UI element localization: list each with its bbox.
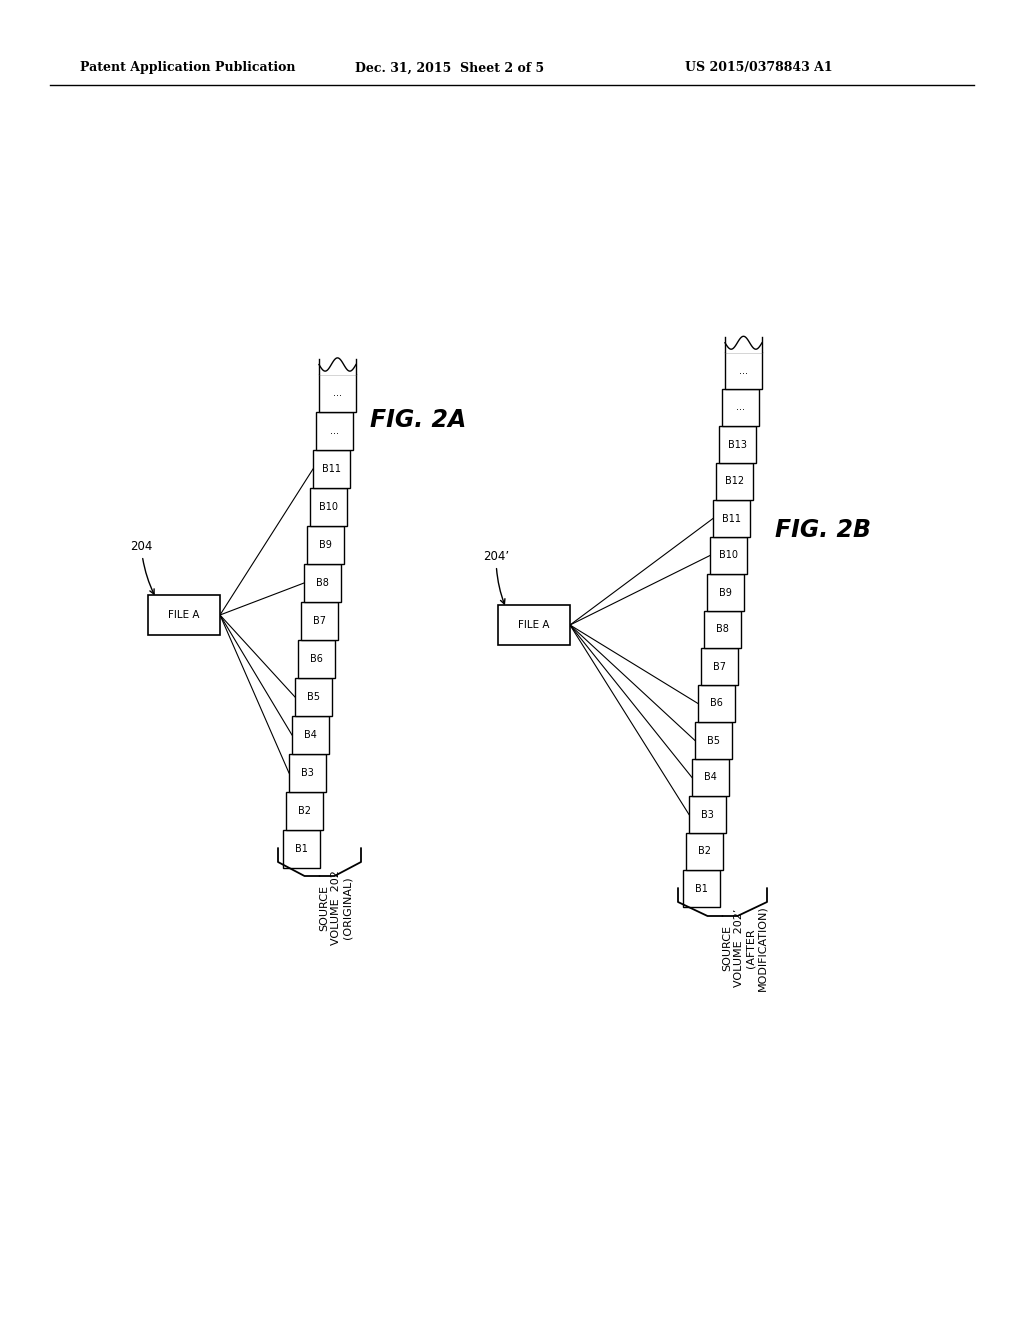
Text: SOURCE
VOLUME  202’
(AFTER
MODIFICATION): SOURCE VOLUME 202’ (AFTER MODIFICATION) [723, 906, 767, 991]
Text: B6: B6 [710, 698, 723, 709]
Bar [283, 830, 319, 869]
Bar [692, 759, 729, 796]
Bar [307, 525, 344, 564]
Text: B2: B2 [698, 846, 711, 857]
Text: B8: B8 [716, 624, 729, 635]
Bar [719, 426, 756, 463]
Bar [683, 870, 720, 907]
Bar [722, 389, 759, 426]
Text: B12: B12 [725, 477, 744, 487]
Text: FIG. 2B: FIG. 2B [775, 517, 871, 543]
Bar [319, 374, 356, 412]
Bar [713, 500, 750, 537]
Bar [304, 564, 341, 602]
Text: B3: B3 [701, 809, 714, 820]
Bar [705, 611, 741, 648]
Text: B8: B8 [316, 578, 329, 587]
Text: ...: ... [739, 366, 748, 375]
Bar [686, 833, 723, 870]
Text: ...: ... [736, 403, 745, 412]
Text: B11: B11 [322, 465, 341, 474]
Text: B1: B1 [295, 843, 308, 854]
Text: Patent Application Publication: Patent Application Publication [80, 62, 296, 74]
Bar [701, 648, 738, 685]
Bar [286, 792, 323, 830]
Bar [295, 678, 332, 715]
Bar [313, 450, 350, 488]
Bar [707, 574, 744, 611]
Bar [710, 537, 746, 574]
Text: B6: B6 [310, 653, 323, 664]
Text: 204: 204 [130, 540, 154, 594]
Text: B13: B13 [728, 440, 746, 450]
Bar [289, 754, 326, 792]
Text: 204’: 204’ [483, 550, 509, 605]
Text: ...: ... [333, 388, 342, 399]
Bar [695, 722, 732, 759]
Text: Dec. 31, 2015  Sheet 2 of 5: Dec. 31, 2015 Sheet 2 of 5 [355, 62, 544, 74]
Bar [716, 463, 753, 500]
Text: B10: B10 [719, 550, 738, 561]
Text: B7: B7 [713, 661, 726, 672]
Text: B4: B4 [705, 772, 717, 783]
Text: B11: B11 [722, 513, 741, 524]
Bar [292, 715, 329, 754]
Text: B1: B1 [695, 883, 708, 894]
Text: FILE A: FILE A [168, 610, 200, 620]
Text: FILE A: FILE A [518, 620, 550, 630]
Text: B3: B3 [301, 768, 314, 777]
Text: B9: B9 [319, 540, 332, 550]
Text: B9: B9 [719, 587, 732, 598]
Bar [698, 685, 735, 722]
Bar [316, 412, 353, 450]
Text: B7: B7 [313, 616, 326, 626]
Text: SOURCE
VOLUME  202
(ORIGINAL): SOURCE VOLUME 202 (ORIGINAL) [319, 871, 352, 945]
Text: B4: B4 [304, 730, 317, 741]
Bar [498, 605, 570, 645]
Text: ...: ... [330, 426, 339, 436]
Text: US 2015/0378843 A1: US 2015/0378843 A1 [685, 62, 833, 74]
Bar [298, 640, 335, 678]
Text: B2: B2 [298, 807, 311, 816]
Text: B10: B10 [319, 502, 338, 512]
Bar [310, 488, 347, 525]
Bar [148, 595, 220, 635]
Bar [301, 602, 338, 640]
Text: FIG. 2A: FIG. 2A [370, 408, 466, 432]
Bar [725, 352, 762, 389]
Text: B5: B5 [707, 735, 720, 746]
Text: B5: B5 [307, 692, 319, 702]
Bar [689, 796, 726, 833]
